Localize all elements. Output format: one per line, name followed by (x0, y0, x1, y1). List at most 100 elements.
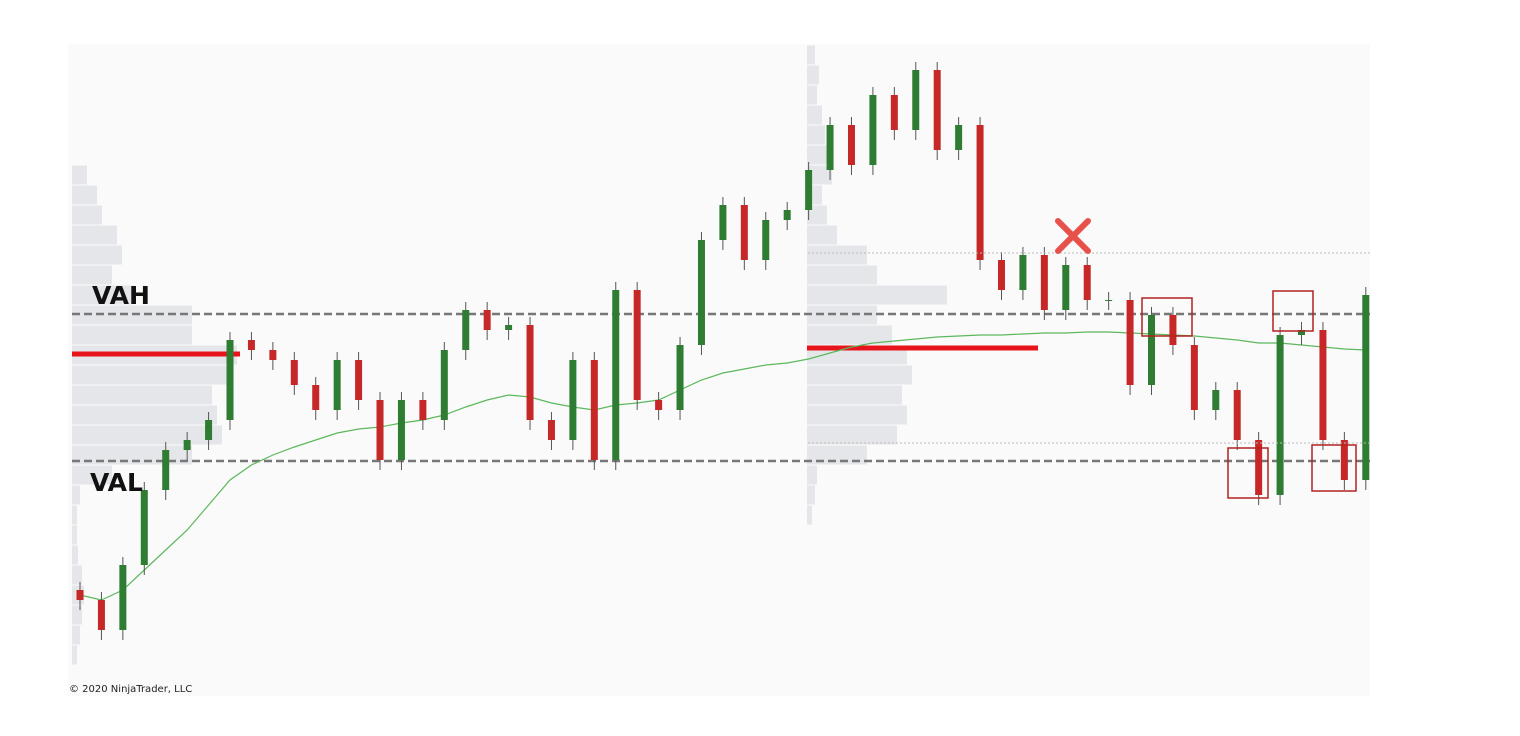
candle-body (247, 340, 255, 350)
candle-body (440, 350, 448, 420)
candle-body (505, 325, 513, 330)
volume-bar (807, 165, 832, 185)
credit: © 2020 NinjaTrader, LLC (69, 684, 192, 695)
candle-body (140, 490, 148, 565)
volume-bar (807, 125, 825, 145)
volume-bar (72, 385, 212, 405)
candle-body (462, 310, 470, 350)
candle-body (526, 325, 534, 420)
candle-body (569, 360, 577, 440)
candle-body (676, 345, 684, 410)
candle-body (290, 360, 298, 385)
candle-body (997, 260, 1005, 290)
candle-body (1340, 440, 1348, 480)
volume-bar (807, 325, 892, 345)
candle-body (547, 420, 555, 440)
volume-bar (807, 385, 902, 405)
val-label: VAL (90, 468, 143, 497)
volume-bar (807, 465, 817, 485)
candle-body (76, 590, 84, 600)
candle-body (826, 125, 834, 170)
candle-body (1019, 255, 1027, 290)
candle-body (890, 95, 898, 130)
volume-bar (72, 365, 232, 385)
candle-body (762, 220, 770, 260)
volume-bar (72, 465, 112, 485)
volume-bar (72, 185, 97, 205)
candle-body (483, 310, 491, 330)
volume-bar (807, 85, 817, 105)
candle-body (1040, 255, 1048, 310)
volume-bar (72, 285, 132, 305)
candle-body (847, 125, 855, 165)
candle-body (805, 170, 813, 210)
candle-body (183, 440, 191, 450)
volume-bar (807, 245, 867, 265)
volume-bar (72, 245, 122, 265)
volume-bar (807, 405, 907, 425)
candle-body (912, 70, 920, 130)
candle-body (1255, 440, 1263, 495)
volume-bar (72, 545, 78, 565)
candle-body (269, 350, 277, 360)
candle-body (205, 420, 213, 440)
annotation-box (1272, 290, 1314, 332)
candle-body (226, 340, 234, 420)
volume-bar (72, 505, 77, 525)
volume-bar (807, 485, 815, 505)
candle-body (1276, 335, 1284, 495)
candle-body (119, 565, 127, 630)
candle-body (333, 360, 341, 410)
vah-label: VAH (92, 281, 150, 310)
volume-bar (807, 265, 877, 285)
volume-bar (807, 365, 912, 385)
candle-body (1190, 345, 1198, 410)
volume-bar (72, 405, 217, 425)
volume-bar (807, 505, 812, 525)
volume-bar (72, 605, 82, 625)
candle-body (312, 385, 320, 410)
candle-body (1148, 315, 1155, 385)
volume-bar (72, 325, 192, 345)
candle-body (655, 400, 663, 410)
candle-body (1362, 295, 1370, 480)
candle-body (633, 290, 641, 400)
candle-body (97, 600, 105, 630)
candle-body (1083, 265, 1091, 300)
volume-bar (807, 45, 815, 65)
volume-bar (72, 265, 112, 285)
candle-body (1298, 330, 1306, 335)
annotation-box (1311, 444, 1357, 492)
candle-body (955, 125, 963, 150)
volume-bar (72, 225, 117, 245)
candle-body (612, 290, 620, 460)
candle-body (1212, 390, 1220, 410)
candle-body (1169, 315, 1177, 345)
candle-body (697, 240, 705, 345)
annotation-box (1227, 447, 1269, 499)
candle-body (397, 400, 405, 460)
candle-body (355, 360, 363, 400)
plot-area (68, 44, 1370, 696)
candle-body (783, 210, 791, 220)
x-mark (1055, 218, 1091, 254)
volume-bar (72, 645, 77, 665)
candle-body (1233, 390, 1241, 440)
annotation-box (1141, 297, 1193, 337)
candle-body (1062, 265, 1070, 310)
candle-body (162, 450, 170, 490)
volume-bar (807, 285, 947, 305)
volume-bar (72, 485, 80, 505)
candle-body (590, 360, 598, 460)
volume-bar (72, 205, 102, 225)
volume-bar (72, 525, 77, 545)
annotation-boxes (1141, 290, 1357, 499)
volume-bar (807, 225, 837, 245)
candle-body (933, 70, 941, 150)
candle-body (419, 400, 427, 420)
candle-body (719, 205, 727, 240)
candle-body (1126, 300, 1134, 385)
volume-bar (72, 625, 80, 645)
volume-bar (807, 425, 897, 445)
